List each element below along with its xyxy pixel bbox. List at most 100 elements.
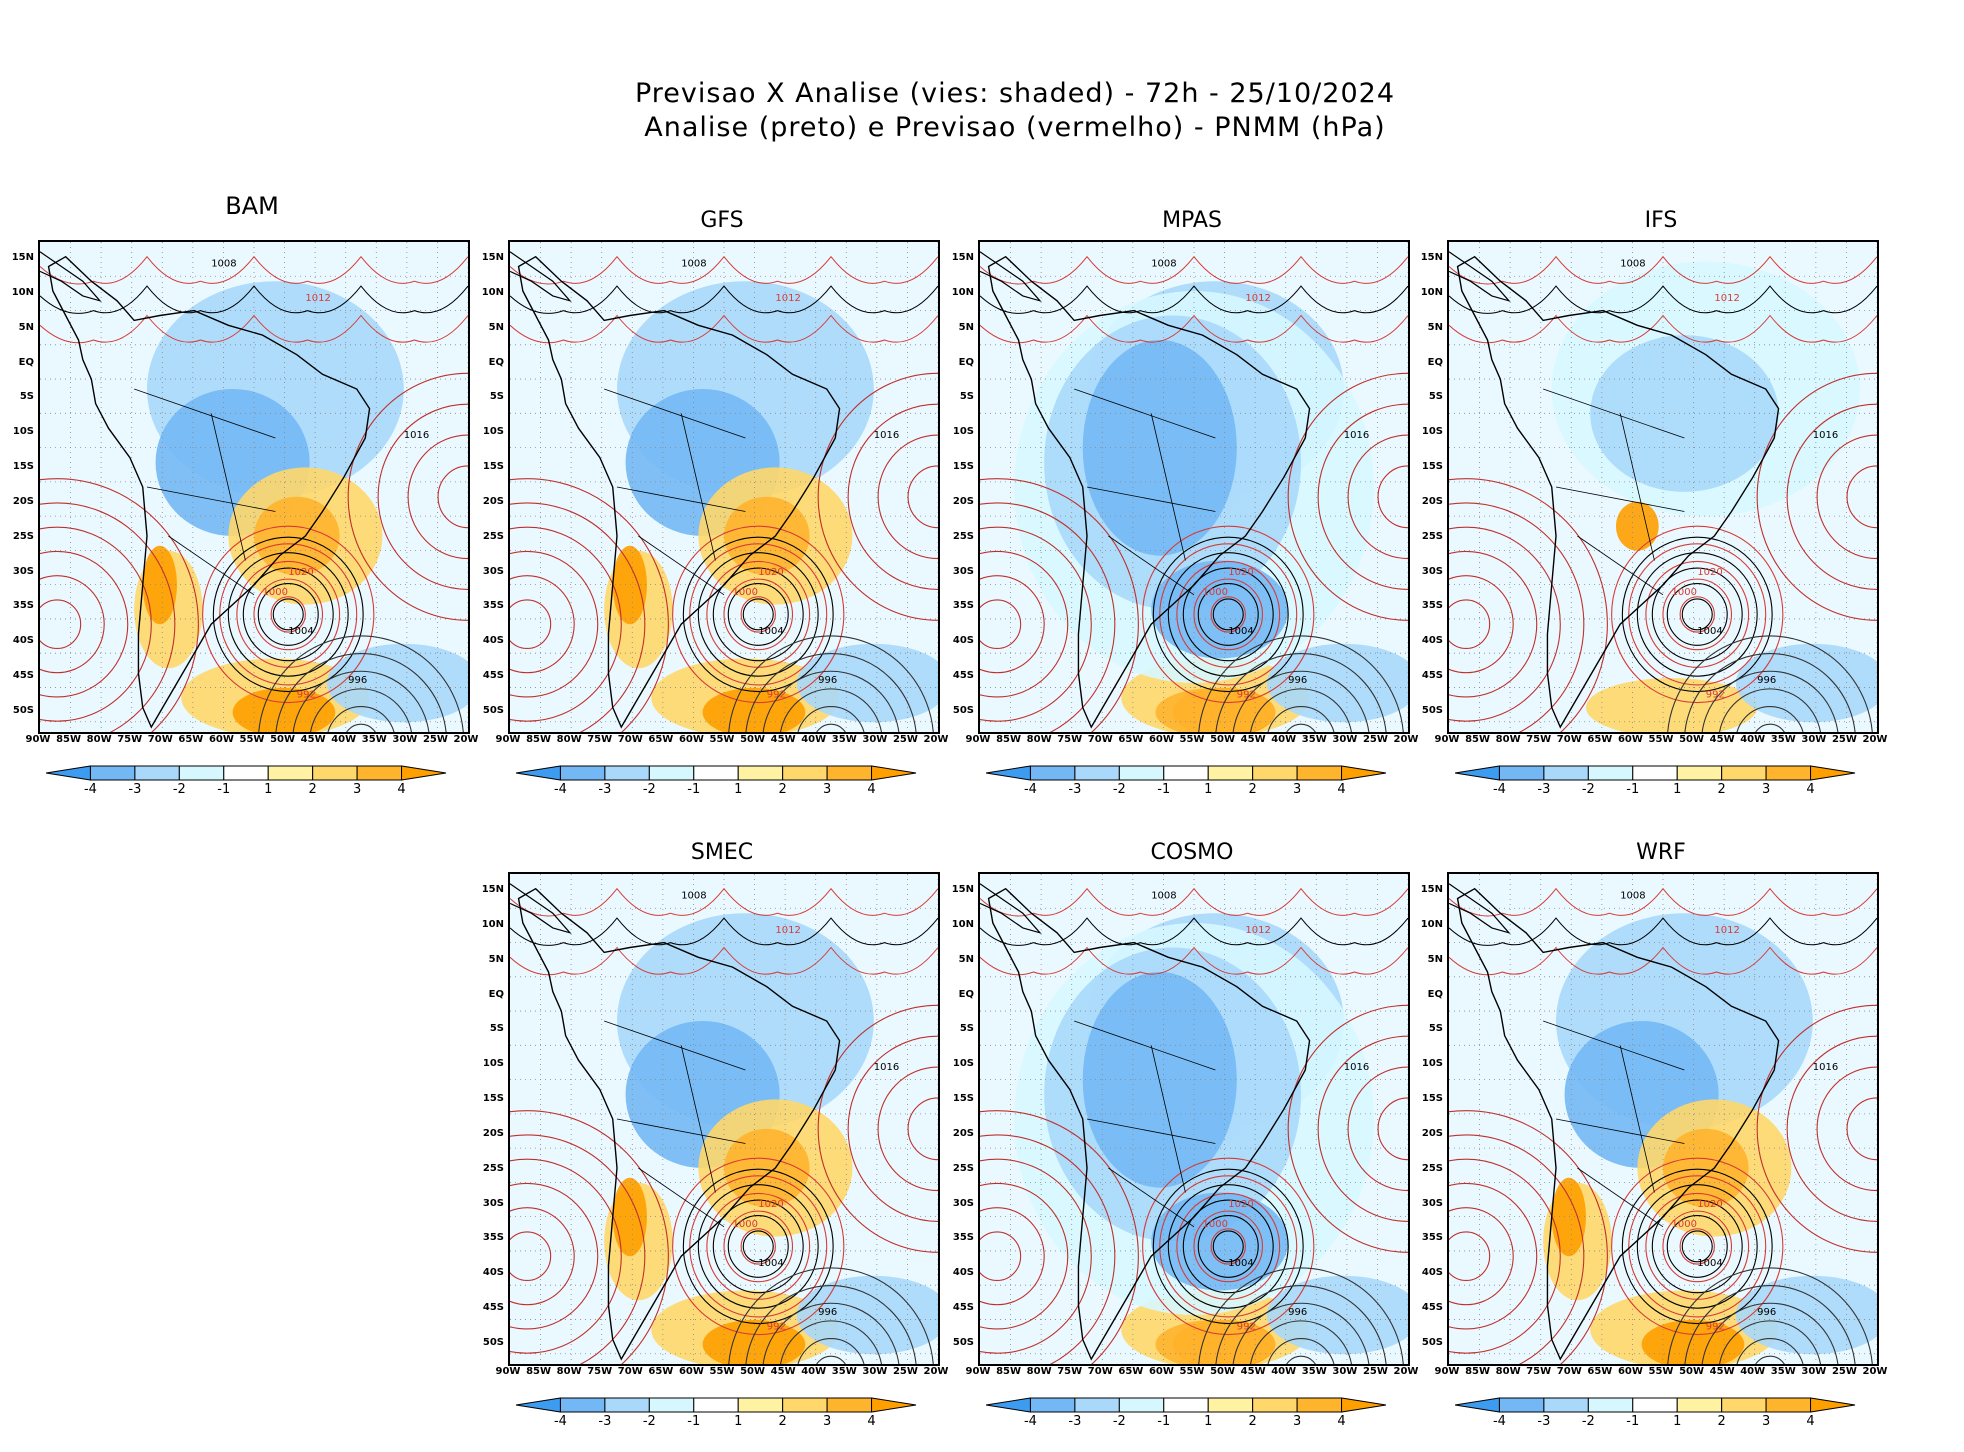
colorbar-tick-label: -1 [687,782,701,797]
colorbar-segment [1163,765,1209,781]
south-america-coastline [1456,255,1780,729]
bias-shading [1266,643,1408,723]
isobar-label: 992 [767,1322,786,1333]
colorbar-tick-label: -2 [172,782,186,797]
map-svg: 1008 1012 1016 1020 1004 1000 996 992 [40,242,468,732]
bias-shading [1735,643,1877,723]
isobar-label: 1020 [758,1199,783,1210]
latitude-tick-label: 20S [1421,1127,1443,1139]
colorbar-segment [1118,1397,1165,1413]
colorbar-tick-label: 1 [1673,782,1682,797]
colorbar-tick-label: 2 [308,782,317,797]
latitude-tick-label: 50S [482,1337,504,1349]
bias-shading [232,687,336,732]
isobar-label: 1000 [1203,587,1228,598]
latitude-tick-label: 40S [952,1267,974,1279]
isobar-label: 1020 [1697,567,1722,578]
latitude-tick-label: 40S [482,1267,504,1279]
colorbar-tick-label: 4 [1806,1414,1815,1429]
colorbar-tick-label: -4 [83,782,97,797]
colorbar-segment [1296,765,1343,781]
longitude-tick-label: 55W [709,734,735,745]
isobar-label: 992 [1237,1322,1256,1333]
longitude-tick-label: 50W [740,1366,766,1377]
longitude-tick-label: 35W [831,734,857,745]
map-panel-ifs: IFS 1008 1012 1016 1020 1004 1000 996 992 15N 10N 5… [1421,208,1888,820]
bias-shading [612,545,647,625]
longitude-tick-label: 75W [117,734,143,745]
longitude-tick-label: 25W [1831,1366,1857,1377]
colorbar-tick-label: -3 [1537,782,1551,797]
isobar-label: 1016 [1813,430,1838,441]
longitude-tick-label: 35W [1301,734,1327,745]
colorbar-segment [1587,765,1634,781]
latitude-tick-label: 40S [1421,1267,1443,1279]
longitude-tick-label: 35W [831,1366,857,1377]
colorbar-segment [1498,1397,1545,1413]
longitude-tick-label: 35W [361,734,387,745]
colorbar-segment [648,765,695,781]
latitude-tick-label: 20S [482,1127,504,1139]
colorbar-tick-label: -4 [1023,1414,1037,1429]
colorbar-segment [89,765,136,781]
colorbar-segment [178,765,225,781]
colorbar-tick-label: 4 [867,1414,876,1429]
colorbar [1455,765,1856,781]
longitude-tick-label: 40W [801,734,827,745]
colorbar-segment [1341,1397,1387,1413]
colorbar-segment [826,765,873,781]
latitude-tick-label: 15N [11,252,34,263]
bias-shading [1735,1275,1877,1355]
isobar-label: 1000 [733,587,758,598]
colorbar-tick-label: 2 [1717,1414,1726,1429]
colorbar-segment [559,765,606,781]
colorbar-segment [1498,765,1545,781]
latitude-tick-label: 10S [12,426,34,438]
colorbar-tick-label: -1 [1157,1414,1171,1429]
latitude-tick-label: 10N [481,918,504,930]
map-svg: 1008 1012 1016 1020 1004 1000 996 992 [510,242,938,732]
map-panel-wrf: WRF 1008 1012 1016 1020 1004 1000 996 992 15N 10N 5… [1421,840,1888,1452]
longitude-tick-label: 65W [648,1366,674,1377]
latitude-tick-label: 45S [1421,670,1443,682]
bias-shading [796,643,938,723]
isobar-label: 1008 [1620,259,1645,270]
latitude-tick-label: 10S [952,1058,974,1070]
colorbar-segment [1810,765,1856,781]
colorbar-tick-label: -1 [217,782,231,797]
longitude-tick-label: 30W [862,734,888,745]
isobar-label: 1000 [1672,1219,1697,1230]
longitude-tick-label: 30W [1332,1366,1358,1377]
south-america-coastline [517,887,841,1361]
longitude-tick-label: 25W [422,734,448,745]
latitude-tick-label: 10N [481,286,504,298]
colorbar-tick-label: 4 [1337,1414,1346,1429]
colorbar-tick-label: 2 [778,782,787,797]
map-svg: 1008 1012 1016 1020 1004 1000 996 992 [1449,242,1877,732]
isobar-label: 992 [1237,690,1256,701]
isobar-label: 992 [767,690,786,701]
latitude-tick-label: 25S [1421,1162,1443,1174]
latitude-tick-label: 5N [958,953,974,965]
bias-shading [1585,678,1758,732]
map-plot-area: 1008 1012 1016 1020 1004 1000 996 992 [1447,872,1879,1366]
longitude-tick-label: 45W [770,734,796,745]
longitude-tick-label: 60W [208,734,234,745]
isobar-label: 1016 [1813,1062,1838,1073]
latitude-tick-label: 10N [11,286,34,298]
colorbar-tick-label: 2 [1248,782,1257,797]
colorbar-segment [1341,765,1387,781]
bias-shading [1615,501,1659,551]
longitude-tick-label: 90W [495,1366,521,1377]
longitude-tick-label: 85W [1465,734,1491,745]
longitude-tick-label: 30W [862,1366,888,1377]
latitude-tick-label: 10S [482,1058,504,1070]
colorbar-segment [1676,765,1723,781]
colorbar-tick-label: -3 [598,1414,612,1429]
longitude-tick-label: 30W [1332,734,1358,745]
longitude-tick-label: 45W [1240,1366,1266,1377]
latitude-tick-label: 35S [482,1232,504,1244]
colorbar-tick-label: -2 [1112,782,1126,797]
panel-title: COSMO [1150,840,1234,865]
isobar-label: 1016 [874,430,899,441]
